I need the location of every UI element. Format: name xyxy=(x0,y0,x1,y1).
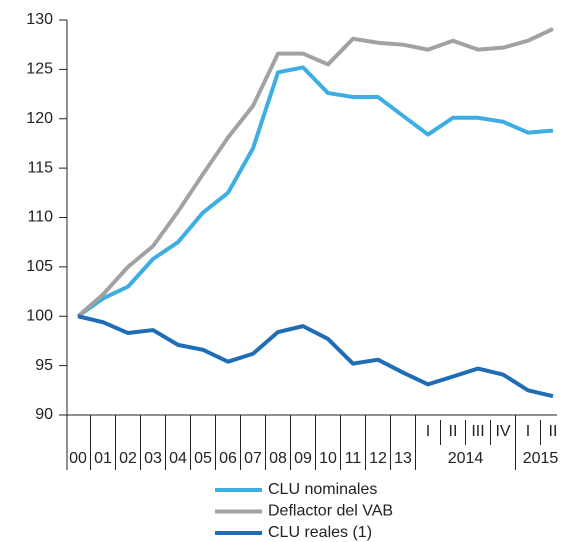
x-tick-label: I xyxy=(526,423,530,440)
y-tick-label: 105 xyxy=(26,258,53,275)
series-line xyxy=(76,65,554,318)
x-tick-label: 02 xyxy=(119,450,137,467)
x-tick-label: II xyxy=(449,423,458,440)
x-tick-label: 10 xyxy=(319,450,337,467)
x-tick-label: 04 xyxy=(169,450,187,467)
x-group-label: 2015 xyxy=(523,450,559,467)
y-tick-label: 125 xyxy=(26,61,53,78)
legend-label: CLU nominales xyxy=(268,481,377,498)
y-tick-label: 100 xyxy=(26,307,53,324)
y-tick-label: 120 xyxy=(26,110,53,127)
x-tick-label: IV xyxy=(495,423,510,440)
x-tick-label: 06 xyxy=(219,450,237,467)
x-tick-label: II xyxy=(549,423,558,440)
x-tick-label: 00 xyxy=(69,450,87,467)
x-group-label: 2014 xyxy=(448,450,484,467)
x-tick-label: 05 xyxy=(194,450,212,467)
y-tick-label: 110 xyxy=(27,209,53,226)
x-tick-label: III xyxy=(471,423,484,440)
x-tick-label: I xyxy=(426,423,430,440)
x-tick-label: 12 xyxy=(369,450,387,467)
y-tick-label: 115 xyxy=(27,159,53,176)
x-tick-label: 11 xyxy=(345,450,362,467)
legend-label: Deflactor del VAB xyxy=(268,503,393,520)
x-tick-label: 01 xyxy=(94,450,112,467)
y-tick-label: 130 xyxy=(26,11,53,28)
x-tick-label: 08 xyxy=(269,450,287,467)
y-tick-label: 90 xyxy=(35,406,53,423)
series-line xyxy=(77,314,554,399)
x-tick-label: 09 xyxy=(294,450,312,467)
x-tick-label: 13 xyxy=(394,450,412,467)
y-tick-label: 95 xyxy=(35,357,53,374)
x-tick-label: 07 xyxy=(244,450,262,467)
series-line xyxy=(76,27,554,318)
legend-label: CLU reales (1) xyxy=(268,524,372,541)
x-tick-label: 03 xyxy=(144,450,162,467)
